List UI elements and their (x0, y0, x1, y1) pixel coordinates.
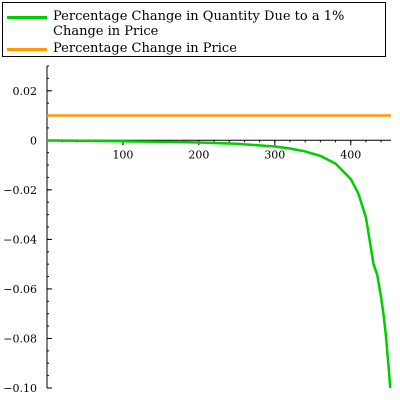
legend-swatch-quantity (7, 16, 47, 19)
legend-swatch-price (7, 48, 47, 51)
legend-entry-quantity: Percentage Change in Quantity Due to a 1… (7, 9, 373, 39)
y-tick-label: −0.06 (3, 283, 37, 296)
y-tick-label: −0.08 (3, 332, 37, 345)
x-tick-label: 200 (188, 148, 209, 161)
x-tick-label: 100 (112, 148, 133, 161)
y-tick-label: 0.02 (13, 85, 38, 98)
legend-label-price: Percentage Change in Price (53, 41, 237, 56)
x-tick-label: 400 (340, 148, 361, 161)
legend-label-quantity: Percentage Change in Quantity Due to a 1… (53, 9, 345, 39)
x-tick-label: 300 (264, 148, 285, 161)
y-tick-label: −0.04 (3, 233, 37, 246)
legend-entry-price: Percentage Change in Price (7, 41, 373, 56)
y-tick-label: 0 (30, 134, 37, 147)
y-tick-label: −0.10 (3, 382, 37, 395)
series-line-quantity-change (46, 139, 392, 389)
legend: Percentage Change in Quantity Due to a 1… (2, 2, 386, 57)
y-tick-label: −0.02 (3, 184, 37, 197)
series-group (46, 114, 392, 389)
